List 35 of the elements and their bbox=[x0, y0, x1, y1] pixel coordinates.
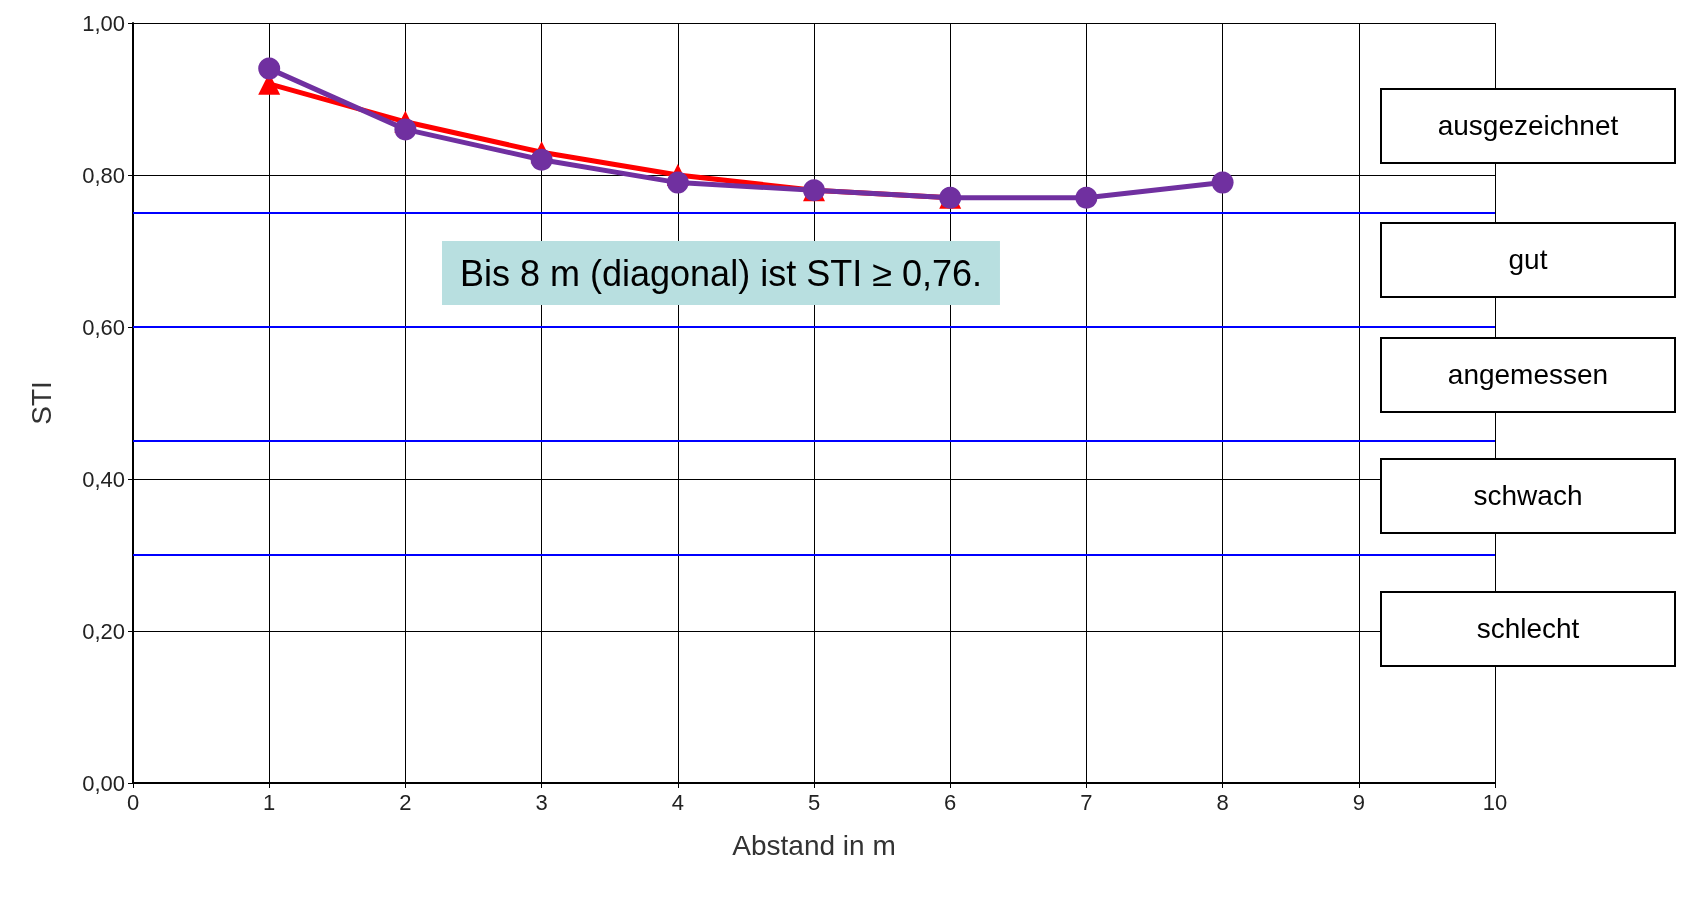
x-tick-label: 7 bbox=[1080, 789, 1093, 815]
y-tick-label: 0,40 bbox=[82, 466, 125, 492]
point bbox=[394, 118, 417, 141]
x-tick-label: 2 bbox=[399, 789, 412, 815]
annotation: schwach bbox=[1473, 480, 1583, 512]
y-tick-label: 0,20 bbox=[82, 618, 125, 644]
x-tick-label: 3 bbox=[535, 789, 548, 815]
x-tick-label: 6 bbox=[944, 789, 957, 815]
point bbox=[666, 171, 689, 194]
point bbox=[1211, 171, 1234, 194]
x-axis-title: Abstand in m bbox=[732, 829, 896, 861]
annotation: Bis 8 m (diagonal) ist STI ≥ 0,76. bbox=[460, 252, 982, 294]
x-tick-label: 4 bbox=[671, 789, 684, 815]
x-tick-label: 9 bbox=[1352, 789, 1365, 815]
y-tick-label: 0,00 bbox=[82, 770, 125, 796]
label-box: gut bbox=[1380, 222, 1676, 298]
y-tick-label: 1,00 bbox=[82, 10, 125, 36]
x-tick-label: 10 bbox=[1482, 789, 1508, 815]
annotation: ausgezeichnet bbox=[1437, 110, 1619, 142]
point bbox=[258, 57, 281, 80]
label-box: ausgezeichnet bbox=[1380, 88, 1676, 164]
x-tick-label: 8 bbox=[1216, 789, 1229, 815]
label-box: schwach bbox=[1380, 458, 1676, 534]
x-tick-label: 0 bbox=[126, 789, 140, 815]
label-box: angemessen bbox=[1380, 337, 1676, 413]
y-tick-label: 0,60 bbox=[82, 314, 125, 340]
x-tick-label: 5 bbox=[807, 789, 821, 815]
point bbox=[530, 148, 553, 171]
point bbox=[1075, 186, 1098, 209]
label-box: schlecht bbox=[1380, 591, 1676, 667]
y-tick-label: 0,80 bbox=[82, 162, 125, 188]
x-tick-label: 1 bbox=[263, 789, 276, 815]
annotation: schlecht bbox=[1476, 613, 1580, 645]
annotation: angemessen bbox=[1447, 359, 1609, 391]
y-axis-title: STI bbox=[25, 381, 57, 425]
